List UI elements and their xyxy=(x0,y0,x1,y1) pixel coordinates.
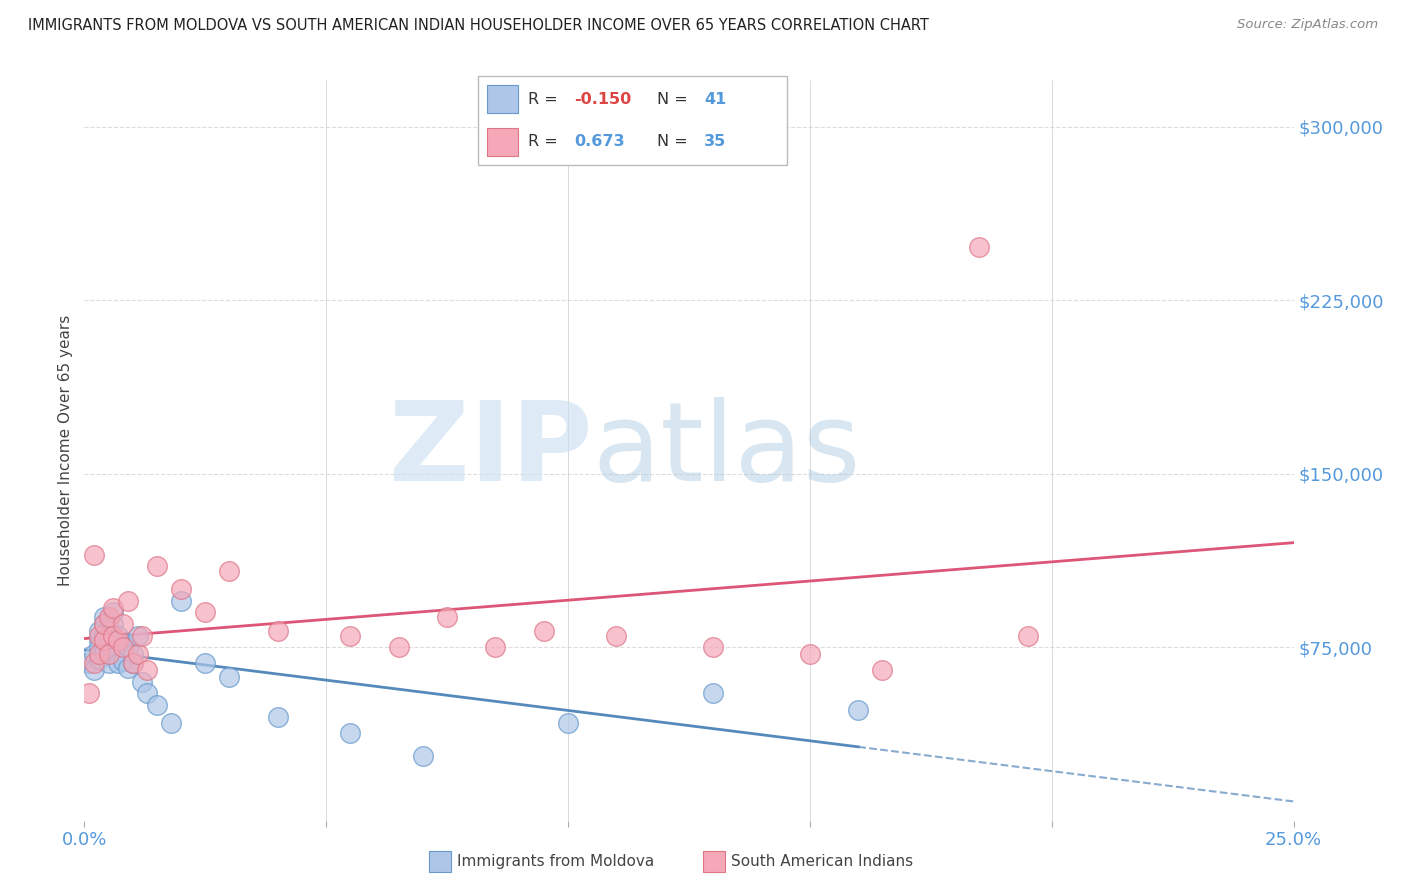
Point xyxy=(267,709,290,723)
Point xyxy=(97,622,120,636)
Point xyxy=(97,638,120,652)
Point xyxy=(77,686,100,700)
Text: 0.673: 0.673 xyxy=(574,135,624,149)
Point xyxy=(83,663,105,677)
Y-axis label: Householder Income Over 65 years: Householder Income Over 65 years xyxy=(58,315,73,586)
Point xyxy=(87,640,110,654)
Text: N =: N = xyxy=(658,92,693,106)
Point xyxy=(131,674,153,689)
Point xyxy=(484,640,506,654)
Point xyxy=(267,624,290,638)
Point xyxy=(967,240,990,254)
Point xyxy=(103,600,125,615)
Point xyxy=(846,703,869,717)
Point xyxy=(103,642,125,657)
Point xyxy=(127,647,149,661)
Point xyxy=(97,657,120,671)
Point xyxy=(107,633,129,648)
Point xyxy=(170,582,193,597)
Point xyxy=(605,628,627,642)
Point xyxy=(83,657,105,671)
Text: N =: N = xyxy=(658,135,693,149)
Point xyxy=(97,631,120,645)
Point xyxy=(112,640,135,654)
Text: -0.150: -0.150 xyxy=(574,92,631,106)
Point xyxy=(121,657,143,671)
Point xyxy=(93,617,115,632)
Point xyxy=(1017,628,1039,642)
Point xyxy=(87,628,110,642)
Point xyxy=(117,661,139,675)
Point xyxy=(339,628,361,642)
Bar xyxy=(488,128,519,156)
Point xyxy=(160,716,183,731)
Text: Source: ZipAtlas.com: Source: ZipAtlas.com xyxy=(1237,18,1378,31)
Point xyxy=(194,657,217,671)
Point xyxy=(93,633,115,648)
Point xyxy=(112,635,135,649)
Bar xyxy=(488,85,519,113)
Point xyxy=(117,640,139,654)
Text: IMMIGRANTS FROM MOLDOVA VS SOUTH AMERICAN INDIAN HOUSEHOLDER INCOME OVER 65 YEAR: IMMIGRANTS FROM MOLDOVA VS SOUTH AMERICA… xyxy=(28,18,929,33)
Point xyxy=(87,624,110,638)
Point xyxy=(127,628,149,642)
FancyBboxPatch shape xyxy=(478,76,787,165)
Point xyxy=(131,628,153,642)
Point xyxy=(112,617,135,632)
Point xyxy=(97,610,120,624)
Point xyxy=(93,628,115,642)
Point xyxy=(702,686,724,700)
Text: South American Indians: South American Indians xyxy=(731,855,914,869)
Point xyxy=(93,645,115,659)
Point xyxy=(77,657,100,671)
Point xyxy=(107,628,129,642)
Point xyxy=(146,559,169,574)
Point xyxy=(799,647,821,661)
Point xyxy=(103,606,125,620)
Point xyxy=(121,647,143,661)
Point xyxy=(436,610,458,624)
Point xyxy=(97,647,120,661)
Text: atlas: atlas xyxy=(592,397,860,504)
Point xyxy=(87,633,110,648)
Point xyxy=(121,657,143,671)
Point xyxy=(107,657,129,671)
Point xyxy=(107,647,129,661)
Point xyxy=(83,548,105,562)
Text: Immigrants from Moldova: Immigrants from Moldova xyxy=(457,855,654,869)
Point xyxy=(103,628,125,642)
Point xyxy=(87,651,110,665)
Point xyxy=(533,624,555,638)
Point xyxy=(388,640,411,654)
Point xyxy=(83,647,105,661)
Point xyxy=(136,663,159,677)
Point xyxy=(93,617,115,632)
Point xyxy=(170,594,193,608)
Text: R =: R = xyxy=(527,92,562,106)
Text: ZIP: ZIP xyxy=(389,397,592,504)
Point xyxy=(412,748,434,763)
Point xyxy=(557,716,579,731)
Point xyxy=(872,663,894,677)
Point xyxy=(218,670,240,684)
Point xyxy=(87,647,110,661)
Point xyxy=(702,640,724,654)
Point xyxy=(112,654,135,668)
Point xyxy=(218,564,240,578)
Point xyxy=(136,686,159,700)
Point xyxy=(194,606,217,620)
Text: 35: 35 xyxy=(704,135,725,149)
Text: R =: R = xyxy=(527,135,562,149)
Point xyxy=(103,617,125,632)
Point xyxy=(339,725,361,739)
Point xyxy=(117,594,139,608)
Text: 41: 41 xyxy=(704,92,725,106)
Point xyxy=(93,610,115,624)
Point xyxy=(146,698,169,712)
